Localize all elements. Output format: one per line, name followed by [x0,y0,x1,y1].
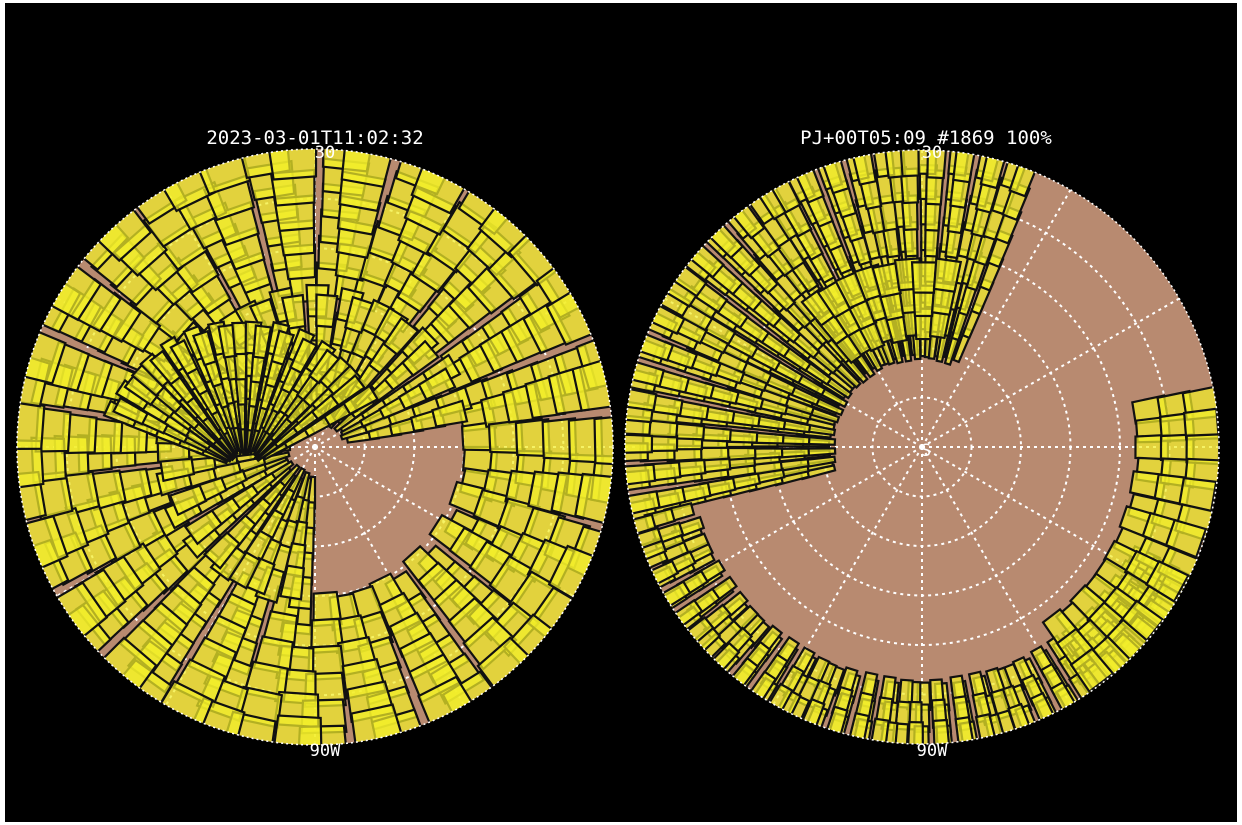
image-footprint [431,399,469,428]
image-footprint [625,433,654,454]
image-footprint [350,703,404,745]
image-footprint [280,293,307,330]
image-footprint [593,414,613,467]
panel-title: PJ+00T05:09 #1869 100% [800,127,1052,149]
image-footprint [91,291,142,344]
image-footprint [267,149,318,181]
image-footprint [926,150,948,180]
image-footprint [625,463,657,487]
grid-label: 30 [315,143,335,163]
limb [16,148,614,746]
image-footprint [169,338,199,376]
image-footprint [148,349,182,386]
image-footprint [202,531,241,570]
left-map [17,149,613,745]
image-footprint [1164,518,1208,559]
image-footprint [401,339,441,377]
image-footprint [932,257,963,293]
image-footprint [910,261,938,294]
image-footprint [952,150,977,184]
image-footprint [279,564,306,601]
image-footprint [112,396,149,426]
image-footprint [270,329,296,366]
image-footprint [906,720,924,744]
image-footprint [850,150,878,186]
image-footprint [191,329,218,367]
image-footprint [329,373,367,407]
grid-label: 90W [310,741,341,761]
grid-label: S [921,441,931,461]
image-footprint [168,484,208,517]
image-footprint [93,555,145,608]
grid-label: 90W [917,741,948,761]
grid-meridian [921,297,1180,448]
image-footprint [417,367,457,401]
image-footprint [252,324,273,360]
limb [624,149,1220,745]
image-footprint [272,714,323,745]
image-footprint [800,286,840,327]
image-footprint [342,384,380,416]
image-footprint [1069,647,1115,694]
grid-label: 30 [922,143,942,163]
image-footprint [954,715,975,744]
panel-title: 2023-03-01T11:02:32 [206,127,423,149]
grid-meridian [921,189,1072,448]
image-footprint [289,337,319,375]
image-footprint [183,509,224,546]
image-footprint [169,565,216,613]
image-footprint [315,293,339,329]
image-footprint [932,718,951,744]
image-footprint [382,316,420,356]
